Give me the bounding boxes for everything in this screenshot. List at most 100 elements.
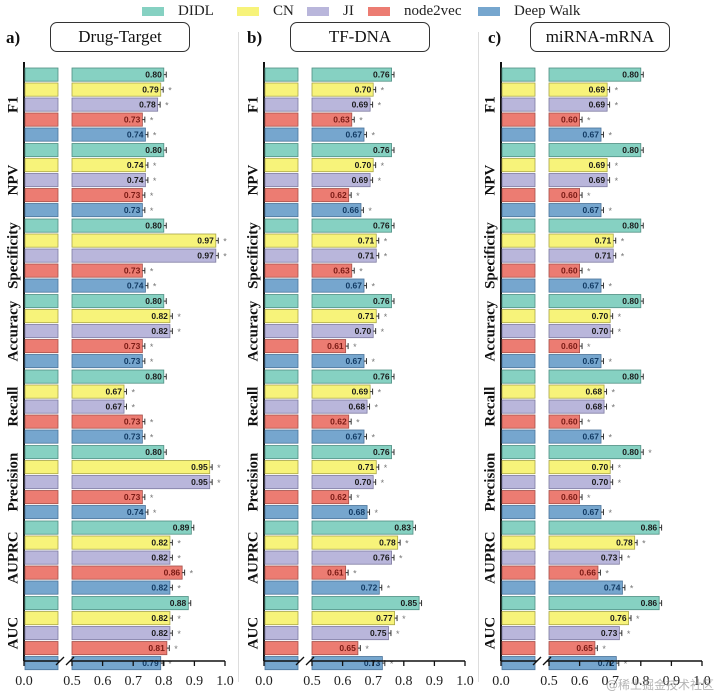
value-label: 0.74 [604,583,621,593]
x-tick-label: 0.8 [395,674,413,689]
value-label: 0.67 [582,205,599,215]
significance-star: * [615,86,619,96]
bar-cn-segment-1 [264,309,299,324]
bar-cn-segment-1 [264,384,299,399]
bar-node2vec-segment-1 [24,112,59,127]
significance-star: * [375,508,379,518]
significance-star: * [405,539,409,549]
legend-item-cn: CN [237,2,294,20]
x-tick-label: 0.0 [255,674,273,689]
metric-label-f1: F1 [245,96,261,113]
value-label: 0.76 [373,221,390,231]
significance-star: * [648,448,652,458]
metric-label-recall: Recall [482,387,498,427]
panel-c-letter: c) [488,28,502,47]
metric-label-f1: F1 [482,96,498,113]
bar-ji-segment-1 [264,173,299,188]
significance-star: * [177,614,181,624]
significance-star: * [627,629,631,639]
bar-deep-walk-segment-1 [264,580,299,595]
bar-didl-segment-1 [264,596,299,611]
significance-star: * [615,176,619,186]
significance-star: * [131,403,135,413]
value-label: 0.80 [145,372,162,382]
bar-ji-segment-1 [24,399,59,414]
value-label: 0.76 [373,447,390,457]
bar-deep-walk-segment-1 [24,278,59,293]
legend: DIDL CN JI node2vec Deep Walk [0,2,720,20]
bar-node2vec-segment-1 [24,263,59,278]
significance-star: * [168,659,172,669]
bar-didl-segment-1 [501,218,536,233]
significance-star: * [223,237,227,247]
value-label: 0.78 [616,538,633,548]
significance-star: * [177,312,181,322]
significance-star: * [630,584,634,594]
value-label: 0.80 [622,372,639,382]
legend-label-node2vec: node2vec [404,2,462,19]
significance-star: * [368,206,372,216]
value-label: 0.86 [164,568,181,578]
significance-star: * [621,237,625,247]
value-label: 0.69 [589,85,606,95]
value-label: 0.70 [355,477,372,487]
bar-node2vec-segment-1 [501,414,536,429]
value-label: 0.80 [622,296,639,306]
bar-didl-segment-1 [24,596,59,611]
significance-star: * [223,252,227,262]
bar-ji-segment-1 [24,173,59,188]
value-label: 0.73 [364,658,381,668]
bar-didl-segment-1 [264,143,299,158]
significance-star: * [612,403,616,413]
value-label: 0.70 [355,85,372,95]
significance-star: * [190,569,194,579]
bar-cn-segment-1 [24,460,59,475]
significance-star: * [359,267,363,277]
bar-ji-segment-1 [264,97,299,112]
bar-ji-segment-1 [24,550,59,565]
bar-deep-walk-segment-1 [264,429,299,444]
significance-star: * [402,614,406,624]
value-label: 0.68 [349,402,366,412]
value-label: 0.66 [579,568,596,578]
x-tick-label: 0.9 [426,674,444,689]
bar-cn [71,233,217,248]
x-tick-label: 0.7 [601,674,619,689]
bar-node2vec-segment-1 [501,490,536,505]
value-label: 0.67 [582,507,599,517]
value-label: 0.73 [124,205,141,215]
bar-deep-walk-segment-1 [501,656,536,671]
significance-star: * [399,554,403,564]
legend-swatch-deepwalk [478,6,500,16]
value-label: 0.70 [355,160,372,170]
value-label: 0.67 [345,130,362,140]
value-label: 0.69 [352,175,369,185]
x-tick-label: 0.8 [632,674,650,689]
value-label: 0.80 [145,70,162,80]
bar-cn-segment-1 [24,309,59,324]
value-label: 0.73 [124,190,141,200]
metric-label-accuracy: Accuracy [245,300,261,361]
x-tick-label: 0.5 [303,674,321,689]
value-label: 0.69 [589,175,606,185]
value-label: 0.95 [191,462,208,472]
bar-didl-segment-1 [24,520,59,535]
value-label: 0.70 [592,311,609,321]
significance-star: * [602,644,606,654]
significance-star: * [608,131,612,141]
value-label: 0.70 [592,462,609,472]
value-label: 0.82 [151,538,168,548]
significance-star: * [384,237,388,247]
bar-deep-walk-segment-1 [24,429,59,444]
significance-star: * [150,493,154,503]
bar-deep-walk-segment-1 [24,580,59,595]
bar-deep-walk-segment-1 [24,203,59,218]
metric-label-precision: Precision [245,452,261,512]
significance-star: * [378,101,382,111]
value-label: 0.70 [355,326,372,336]
significance-star: * [150,357,154,367]
value-label: 0.70 [592,326,609,336]
bar-didl-segment-1 [24,294,59,309]
value-label: 0.80 [622,70,639,80]
metric-label-npv: NPV [482,165,498,196]
